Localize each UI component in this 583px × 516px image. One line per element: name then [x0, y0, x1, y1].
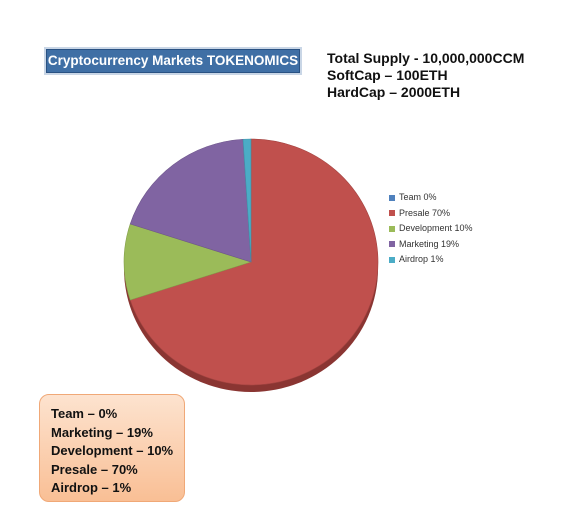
- chart-legend: Team 0% Presale 70% Development 10% Marketi…: [389, 190, 473, 268]
- pie-slice-development: [123, 223, 252, 301]
- softcap-text: SoftCap – 100ETH: [327, 67, 448, 83]
- supply-info: Total Supply - 10,000,000CCM SoftCap – 1…: [327, 50, 524, 101]
- legend-swatch: [389, 194, 395, 201]
- legend-item-marketing: Marketing 19%: [389, 237, 473, 253]
- hardcap-text: HardCap – 2000ETH: [327, 84, 461, 100]
- summary-airdrop: Airdrop – 1%: [51, 480, 132, 495]
- legend-label: Marketing 19%: [399, 238, 460, 249]
- pie-slice-marketing: [129, 138, 252, 263]
- legend-item-team: Team 0%: [389, 190, 473, 206]
- legend-swatch: [389, 210, 395, 217]
- legend-label: Development 10%: [399, 223, 473, 233]
- chart-title: Cryptocurrency Markets TOKENOMICS: [46, 49, 300, 73]
- legend-label: Airdrop 1%: [399, 254, 444, 264]
- total-supply-text: Total Supply - 10,000,000CCM: [327, 50, 525, 66]
- legend-label: Presale 70%: [399, 207, 451, 218]
- legend-item-development: Development 10%: [389, 221, 473, 237]
- pie-slice-airdrop: [242, 138, 252, 263]
- summary-marketing: Marketing – 19%: [51, 424, 153, 440]
- summary-presale: Presale – 70%: [51, 461, 138, 477]
- legend-label: Team 0%: [399, 192, 437, 202]
- allocation-summary-box: Team – 0% Marketing – 19% Development – …: [39, 394, 185, 502]
- pie-slice-presale: [129, 138, 379, 386]
- legend-item-presale: Presale 70%: [389, 206, 473, 222]
- summary-development: Development – 10%: [51, 443, 174, 458]
- summary-team: Team – 0%: [51, 406, 118, 421]
- legend-item-airdrop: Airdrop 1%: [389, 252, 473, 268]
- legend-swatch: [389, 256, 395, 263]
- legend-swatch: [389, 241, 395, 248]
- legend-swatch: [389, 225, 395, 232]
